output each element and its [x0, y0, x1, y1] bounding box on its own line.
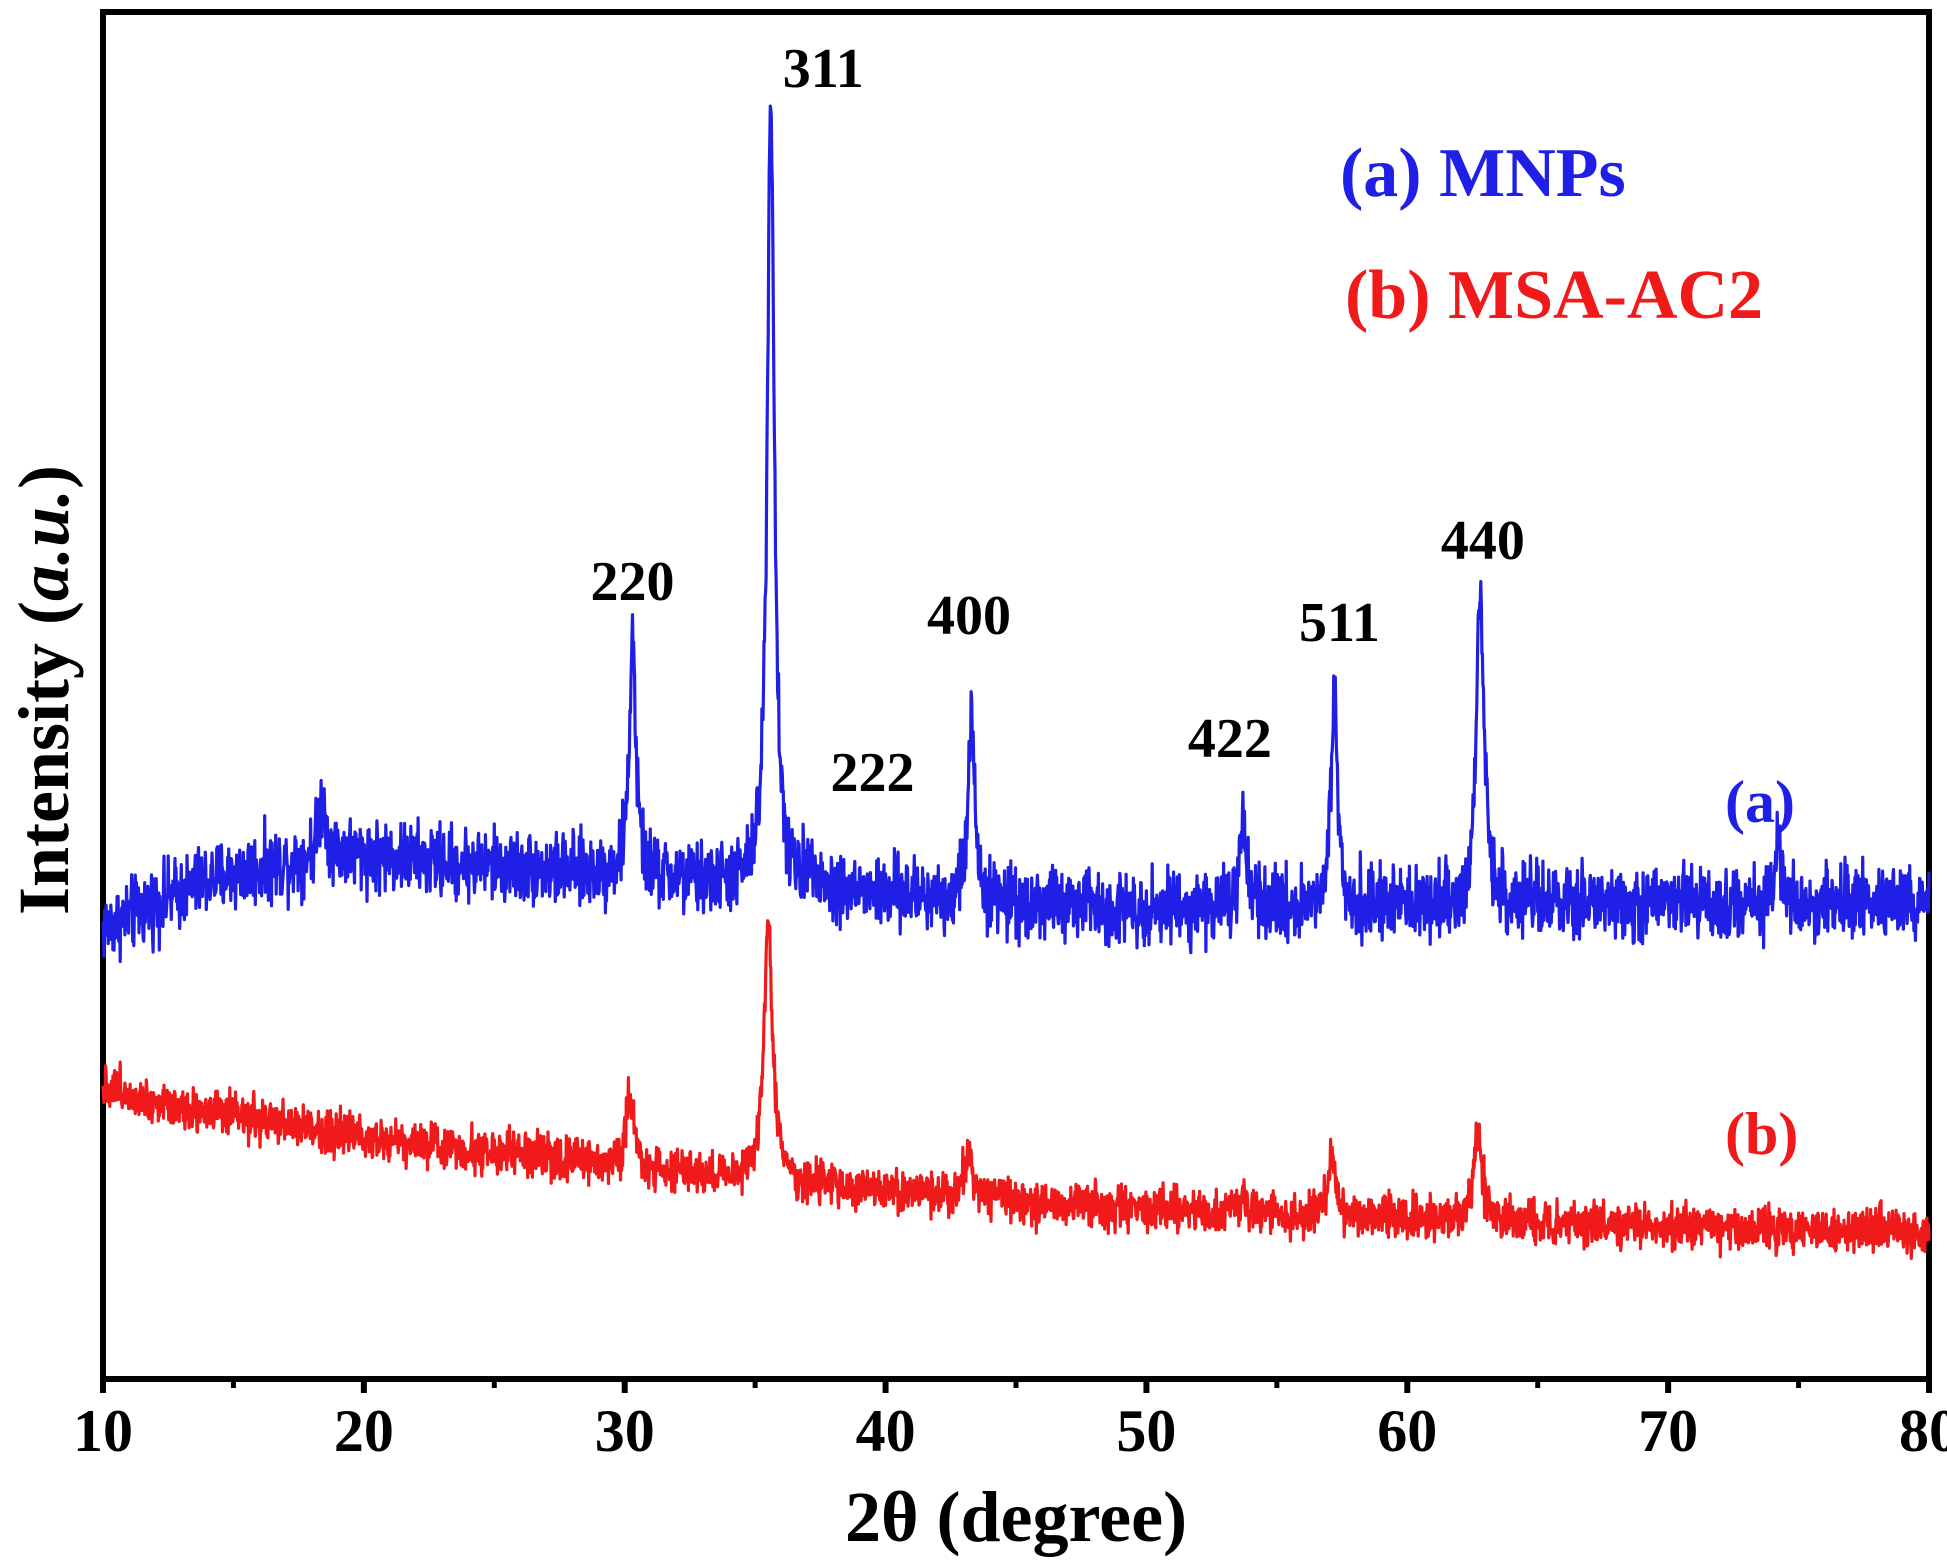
series-line-msa-ac2 — [101, 919, 1931, 1260]
peak-label-511: 511 — [1299, 592, 1380, 654]
peak-label-440: 440 — [1441, 510, 1525, 572]
series-tag-b: (b) — [1725, 1101, 1798, 1167]
plot-frame — [100, 9, 1932, 1382]
x-tick-label: 80 — [1899, 1398, 1947, 1464]
peak-label-222: 222 — [831, 742, 915, 804]
x-axis-ticks — [100, 1379, 1932, 1393]
peak-label-311: 311 — [783, 38, 864, 100]
legend: (a) MNPs (b) MSA-AC2 — [1340, 135, 1763, 334]
x-tick-label: 20 — [334, 1398, 394, 1464]
x-axis-title: 2θ (degree) — [845, 1477, 1187, 1557]
peak-label-220: 220 — [591, 551, 675, 613]
series-tag-a: (a) — [1725, 769, 1795, 835]
x-tick-label: 40 — [856, 1398, 916, 1464]
x-tick-label: 70 — [1638, 1398, 1698, 1464]
y-axis-title: Intensity (a.u.) — [4, 465, 84, 915]
y-axis-title-close: ) — [4, 465, 84, 489]
series-layer — [101, 104, 1931, 1260]
peak-label-400: 400 — [927, 585, 1011, 647]
x-tick-label: 10 — [73, 1398, 133, 1464]
x-axis-tick-labels: 10 20 30 40 50 60 70 80 — [73, 1398, 1947, 1464]
peak-annotations: 220 311 222 400 422 511 440 — [591, 38, 1525, 804]
legend-entry-msa-ac2: (b) MSA-AC2 — [1345, 257, 1763, 334]
x-tick-label: 30 — [595, 1398, 655, 1464]
y-axis-title-main: Intensity ( — [4, 601, 84, 915]
series-line-mnps — [101, 104, 1931, 964]
x-tick-label: 50 — [1116, 1398, 1176, 1464]
x-tick-label: 60 — [1377, 1398, 1437, 1464]
y-axis-title-unit: a.u. — [4, 489, 84, 601]
legend-entry-mnps: (a) MNPs — [1340, 135, 1626, 212]
peak-label-422: 422 — [1188, 708, 1272, 770]
